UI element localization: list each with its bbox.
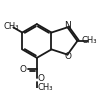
Text: O: O — [37, 74, 44, 83]
Text: CH₃: CH₃ — [81, 36, 97, 45]
Text: O: O — [20, 65, 27, 74]
Text: N: N — [65, 21, 71, 30]
Text: CH₃: CH₃ — [37, 83, 53, 92]
Text: O: O — [64, 52, 71, 61]
Text: CH₃: CH₃ — [4, 22, 19, 31]
